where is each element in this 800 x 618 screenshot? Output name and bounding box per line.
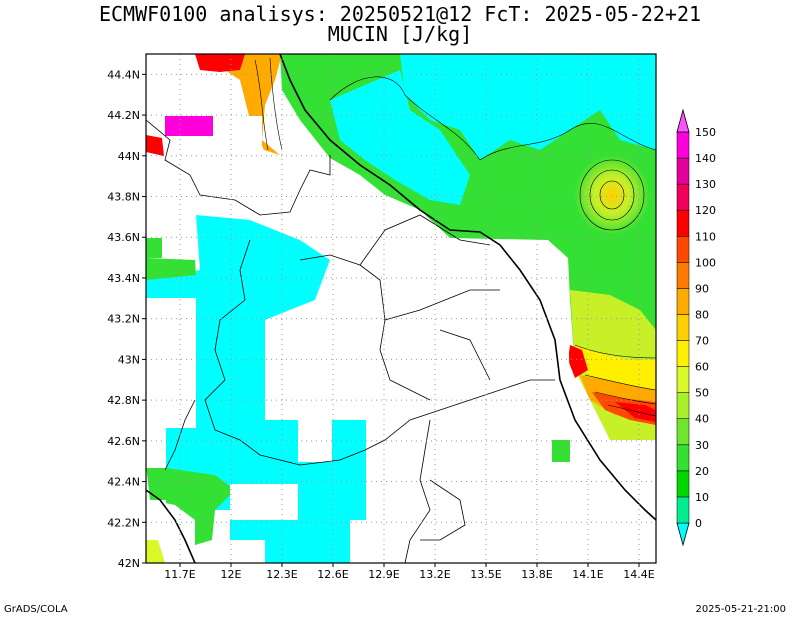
colorbar: 0 10 20 30 40 50 60 70 80 90 100 110 120 130 140 150 <box>676 108 716 547</box>
field-green-w2 <box>146 258 196 280</box>
colorbar-label: 130 <box>695 178 716 191</box>
boundary-layer <box>146 54 656 563</box>
colorbar-swatch <box>676 444 690 472</box>
field-cyan-sea <box>400 54 656 160</box>
colorbar-swatch <box>676 366 690 393</box>
colorbar-label: 20 <box>695 465 709 478</box>
lat-lon-grid <box>146 54 656 563</box>
colorbar-swatch <box>676 418 690 446</box>
field-nw-red <box>146 135 164 156</box>
colorbar-label: 10 <box>695 491 709 504</box>
field-yellow-sw <box>146 540 165 563</box>
colorbar-swatch <box>676 340 690 367</box>
field-layer <box>146 54 656 563</box>
colorbar-label: 80 <box>695 308 709 321</box>
lat-tick-label: 43N <box>118 353 140 366</box>
lon-tick-label: 11.7E <box>164 568 195 581</box>
field-hotspot <box>574 155 650 235</box>
field-green-west <box>146 238 162 258</box>
colorbar-swatch <box>676 131 690 159</box>
colorbar-label: 90 <box>695 282 709 295</box>
lat-tick-label: 44.4N <box>107 68 140 81</box>
lat-tick-label: 43.8N <box>107 191 140 204</box>
colorbar-swatch <box>676 236 690 263</box>
colorbar-swatch <box>676 470 690 498</box>
lat-tick-label: 42.6N <box>107 435 140 448</box>
colorbar-label: 30 <box>695 439 709 452</box>
colorbar-lower-arrow <box>676 522 690 547</box>
colorbar-label: 0 <box>695 517 702 530</box>
field-red-core <box>615 402 656 422</box>
colorbar-swatch <box>676 209 690 237</box>
coastline-west <box>146 489 196 563</box>
lat-tick-label: 43.4N <box>107 272 140 285</box>
colorbar-swatch <box>676 262 690 289</box>
lat-tick-label: 44N <box>118 150 140 163</box>
colorbar-swatch <box>676 392 690 419</box>
lon-tick-label: 13.8E <box>521 568 552 581</box>
contour-layer <box>254 57 656 417</box>
field-north-red <box>195 54 245 72</box>
field-cyan-sea-2 <box>330 70 470 205</box>
lon-tick-label: 12.6E <box>317 568 348 581</box>
colorbar-swatch <box>676 496 690 524</box>
region-borders <box>146 119 331 216</box>
colorbar-label: 50 <box>695 387 709 400</box>
coastline <box>279 54 656 521</box>
footer-timestamp: 2025-05-21-21:00 <box>695 604 786 615</box>
lon-tick-label: 12E <box>221 568 242 581</box>
colorbar-label: 60 <box>695 361 709 374</box>
lat-tick-label: 42.2N <box>107 516 140 529</box>
lat-tick-label: 42.8N <box>107 394 140 407</box>
footer-credit: GrADS/COLA <box>4 604 68 615</box>
lat-tick-label: 42N <box>118 557 140 570</box>
field-green-sw <box>146 465 235 545</box>
lat-tick-label: 44.2N <box>107 109 140 122</box>
lat-tick-label: 43.6N <box>107 231 140 244</box>
map-subtitle: MUCIN [J/kg] <box>327 22 473 46</box>
colorbar-label: 100 <box>695 256 716 269</box>
field-red-spot <box>568 345 588 378</box>
lon-tick-label: 13.5E <box>470 568 501 581</box>
colorbar-swatch <box>676 183 690 211</box>
axis-labels: 11.7E 12E 12.3E 12.6E 12.9E 13.2E 13.5E 13.8E 14… <box>107 68 655 581</box>
lon-tick-label: 12.9E <box>368 568 399 581</box>
field-yellow-band <box>575 345 656 395</box>
colorbar-label: 110 <box>695 230 716 243</box>
lon-tick-label: 12.3E <box>266 568 297 581</box>
map-title: ECMWF0100 analisys: 20250521@12 FcT: 202… <box>98 2 702 26</box>
colorbar-swatch <box>676 314 690 341</box>
colorbar-label: 150 <box>695 126 716 139</box>
map-frame <box>145 53 657 564</box>
colorbar-label: 120 <box>695 204 716 217</box>
lon-tick-label: 14.1E <box>572 568 603 581</box>
colorbar-label: 70 <box>695 335 709 348</box>
lat-tick-label: 43.2N <box>107 313 140 326</box>
lon-tick-label: 14.4E <box>623 568 654 581</box>
colorbar-label: 40 <box>695 413 709 426</box>
field-green-spot <box>552 440 570 462</box>
field-magenta-patch <box>165 116 213 136</box>
lat-tick-label: 42.4N <box>107 476 140 489</box>
lon-tick-label: 13.2E <box>419 568 450 581</box>
colorbar-upper-arrow <box>676 108 690 133</box>
colorbar-swatch <box>676 288 690 315</box>
colorbar-swatch <box>676 157 690 185</box>
colorbar-label: 140 <box>695 152 716 165</box>
